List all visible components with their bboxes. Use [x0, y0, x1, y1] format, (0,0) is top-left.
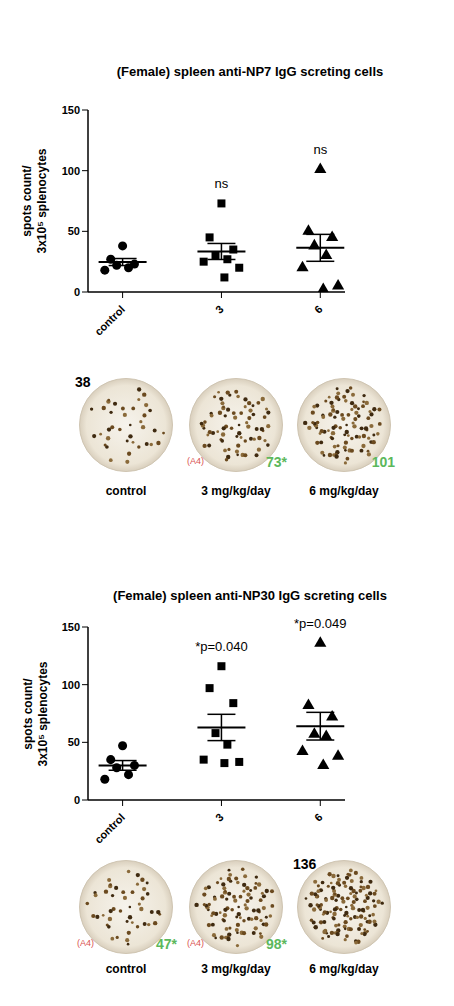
html-text:*p=0.040: *p=0.040: [195, 639, 248, 655]
html-text:38: 38: [75, 374, 91, 390]
svg-text:100: 100: [62, 679, 80, 691]
svg-text:3: 3: [213, 303, 226, 316]
html-text:98*: 98*: [266, 936, 287, 952]
svg-text:100: 100: [62, 165, 80, 177]
svg-text:150: 150: [62, 104, 80, 116]
html-text:6 mg/kg/day: 6 mg/kg/day: [309, 484, 379, 498]
html-text:(A4): (A4): [77, 938, 94, 948]
svg-text:0: 0: [74, 286, 80, 298]
html-text:6 mg/kg/day: 6 mg/kg/day: [309, 962, 379, 976]
html-text:ns: ns: [214, 176, 229, 192]
svg-text:6: 6: [312, 303, 325, 316]
html-text:control: control: [105, 962, 147, 976]
html-text:101: 101: [371, 454, 395, 470]
html-text:3 mg/kg/day: 3 mg/kg/day: [201, 484, 271, 498]
html-text:3 mg/kg/day: 3 mg/kg/day: [201, 962, 271, 976]
svg-text:50: 50: [68, 736, 80, 748]
html-text:(A4): (A4): [187, 938, 204, 948]
html-text:47*: 47*: [156, 936, 177, 952]
svg-text:50: 50: [68, 225, 80, 237]
html-text:(A4): (A4): [187, 456, 204, 466]
html-text:spots count/: spots count/: [20, 677, 34, 750]
html-text:ns: ns: [313, 142, 328, 158]
svg-text:control: control: [92, 303, 127, 338]
html-text:73*: 73*: [266, 454, 287, 470]
svg-text:0: 0: [74, 794, 80, 806]
html-text:*p=0.049: *p=0.049: [294, 616, 347, 632]
html-text:3x10⁵ splenocytes: 3x10⁵ splenocytes: [35, 661, 49, 766]
html-text:136: 136: [293, 856, 317, 872]
svg-text:150: 150: [62, 621, 80, 633]
html-text:3x10⁵ splenocytes: 3x10⁵ splenocytes: [35, 148, 49, 254]
html-text:(Female) spleen anti-NP30 IgG: (Female) spleen anti-NP30 IgG screting c…: [113, 588, 387, 603]
svg-text:3: 3: [213, 811, 226, 824]
html-text:control: control: [105, 484, 147, 498]
svg-text:control: control: [92, 811, 127, 846]
html-text:spots count/: spots count/: [20, 165, 34, 237]
svg-text:6: 6: [312, 811, 325, 824]
html-text:(Female) spleen anti-NP7 IgG s: (Female) spleen anti-NP7 IgG screting ce…: [116, 64, 384, 79]
